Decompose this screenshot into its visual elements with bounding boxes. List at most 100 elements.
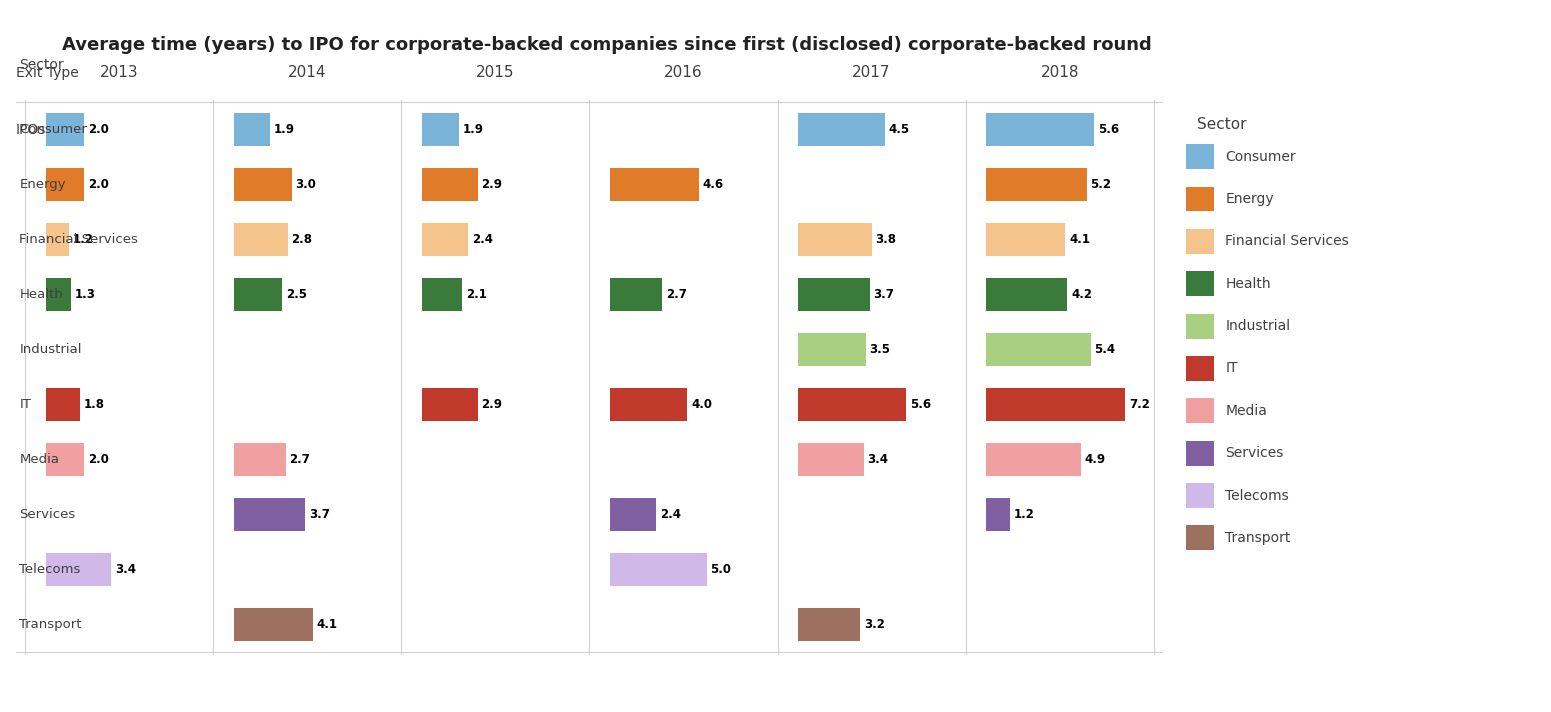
Text: 2.4: 2.4: [472, 234, 493, 246]
Bar: [799, 278, 870, 311]
Text: 5.2: 5.2: [1090, 179, 1112, 192]
Text: 2.7: 2.7: [665, 288, 687, 301]
Bar: [986, 444, 1081, 476]
Text: 1.8: 1.8: [84, 398, 105, 412]
Text: Energy: Energy: [1225, 192, 1273, 206]
Bar: [799, 608, 859, 642]
Bar: [986, 333, 1090, 367]
Text: Energy: Energy: [19, 179, 65, 192]
Text: Media: Media: [19, 454, 59, 466]
Text: IT: IT: [19, 398, 31, 412]
Bar: [234, 608, 313, 642]
Text: Financial Services: Financial Services: [19, 234, 138, 246]
Bar: [45, 113, 84, 147]
Text: 4.1: 4.1: [1069, 234, 1090, 246]
Bar: [1187, 441, 1214, 466]
Text: 5.0: 5.0: [710, 563, 731, 576]
Text: 2015: 2015: [476, 66, 515, 80]
Text: 3.2: 3.2: [864, 618, 884, 632]
Text: Consumer: Consumer: [1225, 150, 1295, 164]
Bar: [1187, 525, 1214, 550]
Bar: [45, 553, 112, 586]
Bar: [234, 444, 285, 476]
Text: 2.4: 2.4: [661, 508, 681, 521]
Text: Transport: Transport: [1225, 531, 1290, 545]
Bar: [45, 388, 81, 422]
Text: Media: Media: [1225, 404, 1267, 418]
Text: Services: Services: [1225, 446, 1284, 460]
Bar: [45, 444, 84, 476]
Text: 1.9: 1.9: [275, 123, 295, 137]
Text: Consumer: Consumer: [19, 123, 87, 137]
Text: Financial Services: Financial Services: [1225, 234, 1349, 248]
Text: 4.2: 4.2: [1072, 288, 1092, 301]
Bar: [1187, 271, 1214, 296]
Bar: [422, 278, 462, 311]
Text: Telecoms: Telecoms: [19, 563, 81, 576]
Text: 4.9: 4.9: [1084, 454, 1106, 466]
Bar: [610, 388, 687, 422]
Bar: [610, 498, 656, 531]
Text: 2013: 2013: [99, 66, 138, 80]
Text: 2014: 2014: [288, 66, 326, 80]
Text: 3.0: 3.0: [295, 179, 316, 192]
Bar: [986, 388, 1124, 422]
Text: 3.7: 3.7: [873, 288, 895, 301]
Bar: [799, 444, 864, 476]
Bar: [1187, 229, 1214, 254]
Bar: [45, 224, 68, 256]
Text: Exit Type: Exit Type: [16, 66, 78, 80]
Bar: [799, 388, 906, 422]
Text: 2.0: 2.0: [88, 123, 109, 137]
Bar: [1187, 145, 1214, 169]
Text: IPOs: IPOs: [16, 123, 47, 137]
Text: Telecoms: Telecoms: [1225, 488, 1289, 503]
Bar: [1187, 399, 1214, 423]
Bar: [234, 278, 282, 311]
Bar: [234, 498, 306, 531]
Bar: [422, 169, 478, 201]
Bar: [1187, 356, 1214, 381]
Text: Transport: Transport: [19, 618, 82, 632]
Text: Average time (years) to IPO for corporate-backed companies since first (disclose: Average time (years) to IPO for corporat…: [62, 36, 1152, 53]
Text: 1.3: 1.3: [74, 288, 95, 301]
Text: Industrial: Industrial: [1225, 319, 1290, 333]
Text: 3.4: 3.4: [867, 454, 889, 466]
Text: 2.9: 2.9: [482, 179, 503, 192]
Bar: [799, 224, 872, 256]
Bar: [986, 113, 1095, 147]
Text: 5.4: 5.4: [1095, 343, 1115, 357]
Text: 2.1: 2.1: [467, 288, 487, 301]
Bar: [1187, 313, 1214, 339]
Text: 4.1: 4.1: [316, 618, 338, 632]
Bar: [986, 498, 1010, 531]
Bar: [422, 224, 468, 256]
Text: 2.8: 2.8: [292, 234, 313, 246]
Bar: [799, 333, 865, 367]
Text: 5.6: 5.6: [910, 398, 931, 412]
Bar: [422, 113, 459, 147]
Bar: [986, 278, 1067, 311]
Text: 2.0: 2.0: [88, 454, 109, 466]
Text: 3.5: 3.5: [870, 343, 890, 357]
Text: 3.7: 3.7: [309, 508, 330, 521]
Bar: [1187, 483, 1214, 508]
Text: 4.6: 4.6: [703, 179, 724, 192]
Text: Industrial: Industrial: [19, 343, 82, 357]
Bar: [799, 113, 886, 147]
Text: 3.8: 3.8: [875, 234, 896, 246]
Bar: [422, 388, 478, 422]
Text: 2.9: 2.9: [482, 398, 503, 412]
Text: 2017: 2017: [853, 66, 890, 80]
Bar: [610, 278, 662, 311]
Text: Services: Services: [19, 508, 76, 521]
Text: 7.2: 7.2: [1129, 398, 1149, 412]
Text: 1.9: 1.9: [462, 123, 484, 137]
Text: 4.5: 4.5: [889, 123, 910, 137]
Text: Sector: Sector: [1197, 117, 1245, 132]
Bar: [234, 169, 292, 201]
Bar: [986, 169, 1087, 201]
Text: 4.0: 4.0: [692, 398, 712, 412]
Text: 1.2: 1.2: [1013, 508, 1035, 521]
Text: 3.4: 3.4: [115, 563, 136, 576]
